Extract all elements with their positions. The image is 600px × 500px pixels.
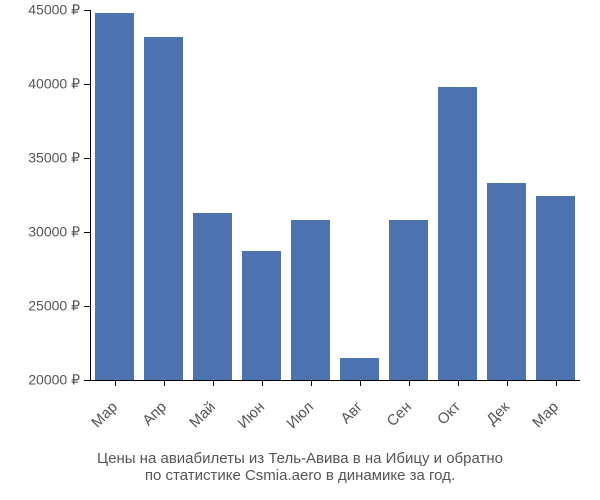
bar	[95, 13, 134, 380]
y-tick	[84, 158, 90, 159]
y-tick-label: 25000 ₽	[0, 298, 80, 315]
x-tick	[556, 380, 557, 386]
bar	[193, 213, 232, 380]
y-tick	[84, 306, 90, 307]
bar	[291, 220, 330, 380]
x-tick	[409, 380, 410, 386]
x-tick	[507, 380, 508, 386]
x-tick	[115, 380, 116, 386]
x-tick	[458, 380, 459, 386]
bar	[438, 87, 477, 380]
bar	[389, 220, 428, 380]
price-chart: Цены на авиабилеты из Тель-Авива в на Иб…	[0, 0, 600, 500]
bar	[144, 37, 183, 380]
y-tick	[84, 10, 90, 11]
y-tick	[84, 232, 90, 233]
y-tick-label: 35000 ₽	[0, 150, 80, 167]
bar	[242, 251, 281, 380]
x-tick	[311, 380, 312, 386]
y-tick	[84, 380, 90, 381]
bar	[340, 358, 379, 380]
y-tick-label: 45000 ₽	[0, 2, 80, 19]
x-tick	[262, 380, 263, 386]
y-axis	[90, 10, 91, 380]
y-tick	[84, 84, 90, 85]
x-tick	[360, 380, 361, 386]
plot-area	[90, 10, 580, 380]
bar	[487, 183, 526, 380]
y-tick-label: 30000 ₽	[0, 224, 80, 241]
x-tick	[164, 380, 165, 386]
x-tick	[213, 380, 214, 386]
y-tick-label: 40000 ₽	[0, 76, 80, 93]
bar	[536, 196, 575, 380]
y-tick-label: 20000 ₽	[0, 372, 80, 389]
